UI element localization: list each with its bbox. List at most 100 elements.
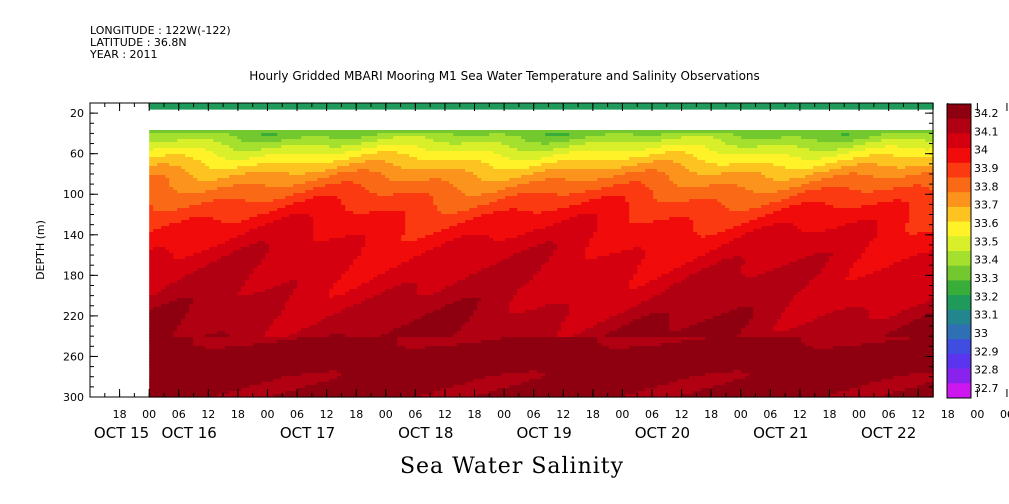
heatmap-cell	[213, 211, 218, 215]
heatmap-cell	[169, 244, 174, 248]
heatmap-cell	[185, 349, 190, 353]
heatmap-cell	[353, 106, 358, 110]
heatmap-cell	[157, 181, 162, 185]
heatmap-cell	[209, 196, 214, 200]
heatmap-cell	[217, 379, 222, 383]
heatmap-cell	[229, 268, 234, 272]
heatmap-field	[149, 103, 934, 398]
heatmap-cell	[197, 193, 202, 197]
heatmap-cell	[173, 310, 178, 314]
heatmap-cell	[197, 133, 202, 137]
heatmap-cell	[205, 187, 210, 191]
heatmap-cell	[189, 205, 194, 209]
heatmap-cell	[177, 391, 182, 395]
heatmap-cell	[153, 214, 158, 218]
heatmap-cell	[225, 274, 230, 278]
heatmap-cell	[185, 277, 190, 281]
heatmap-cell	[193, 175, 198, 179]
heatmap-cell	[161, 388, 166, 392]
heatmap-cell	[221, 307, 226, 311]
heatmap-cell	[193, 349, 198, 353]
heatmap-cell	[185, 214, 190, 218]
heatmap-cell	[209, 370, 214, 374]
heatmap-cell	[193, 313, 198, 317]
heatmap-cell	[157, 301, 162, 305]
heatmap-cell	[189, 292, 194, 296]
heatmap-cell	[181, 244, 186, 248]
heatmap-cell	[197, 391, 202, 395]
heatmap-cell	[189, 181, 194, 185]
heatmap-cell	[177, 349, 182, 353]
heatmap-cell	[221, 229, 226, 233]
heatmap-cell	[225, 142, 230, 146]
heatmap-cell	[169, 364, 174, 368]
heatmap-cell	[225, 253, 230, 257]
heatmap-cell	[197, 163, 202, 167]
heatmap-cell	[213, 364, 218, 368]
heatmap-cell	[225, 250, 230, 254]
heatmap-cell	[205, 196, 210, 200]
heatmap-cell	[225, 130, 230, 134]
heatmap-cell	[209, 244, 214, 248]
heatmap-cell	[157, 379, 162, 383]
heatmap-cell	[197, 394, 202, 398]
heatmap-cell	[173, 184, 178, 188]
heatmap-cell	[157, 157, 162, 161]
heatmap-cell	[149, 154, 154, 158]
heatmap-cell	[193, 337, 198, 341]
heatmap-cell	[229, 373, 234, 377]
heatmap-cell	[213, 280, 218, 284]
heatmap-cell	[149, 253, 154, 257]
heatmap-cell	[157, 313, 162, 317]
heatmap-cell	[209, 268, 214, 272]
heatmap-cell	[197, 154, 202, 158]
heatmap-cell	[169, 190, 174, 194]
heatmap-cell	[161, 211, 166, 215]
heatmap-cell	[181, 175, 186, 179]
heatmap-cell	[149, 175, 154, 179]
heatmap-cell	[209, 292, 214, 296]
heatmap-cell	[173, 160, 178, 164]
heatmap-cell	[161, 238, 166, 242]
heatmap-cell	[201, 244, 206, 248]
heatmap-cell	[229, 328, 234, 332]
heatmap-cell	[157, 322, 162, 326]
heatmap-cell	[189, 283, 194, 287]
heatmap-cell	[149, 205, 154, 209]
heatmap-cell	[217, 220, 222, 224]
heatmap-cell	[193, 346, 198, 350]
heatmap-cell	[157, 328, 162, 332]
heatmap-cell	[189, 223, 194, 227]
heatmap-cell	[213, 160, 218, 164]
heatmap-cell	[153, 190, 158, 194]
heatmap-cell	[165, 193, 170, 197]
heatmap-cell	[217, 283, 222, 287]
heatmap-cell	[197, 304, 202, 308]
heatmap-cell	[217, 262, 222, 266]
heatmap-cell	[225, 220, 230, 224]
heatmap-cell	[229, 274, 234, 278]
heatmap-cell	[177, 301, 182, 305]
heatmap-cell	[261, 106, 266, 110]
heatmap-cell	[193, 214, 198, 218]
heatmap-cell	[153, 244, 158, 248]
heatmap-cell	[177, 244, 182, 248]
heatmap-cell	[185, 241, 190, 245]
heatmap-cell	[169, 334, 174, 338]
heatmap-cell	[209, 376, 214, 380]
heatmap-cell	[217, 358, 222, 362]
heatmap-cell	[185, 334, 190, 338]
heatmap-cell	[157, 241, 162, 245]
heatmap-cell	[169, 217, 174, 221]
heatmap-cell	[197, 355, 202, 359]
heatmap-cell	[201, 232, 206, 236]
heatmap-cell	[193, 355, 198, 359]
heatmap-cell	[209, 328, 214, 332]
heatmap-cell	[213, 283, 218, 287]
heatmap-cell	[221, 325, 226, 329]
heatmap-cell	[185, 271, 190, 275]
heatmap-cell	[233, 199, 238, 203]
heatmap-cell	[189, 319, 194, 323]
heatmap-cell	[221, 175, 226, 179]
heatmap-cell	[189, 262, 194, 266]
